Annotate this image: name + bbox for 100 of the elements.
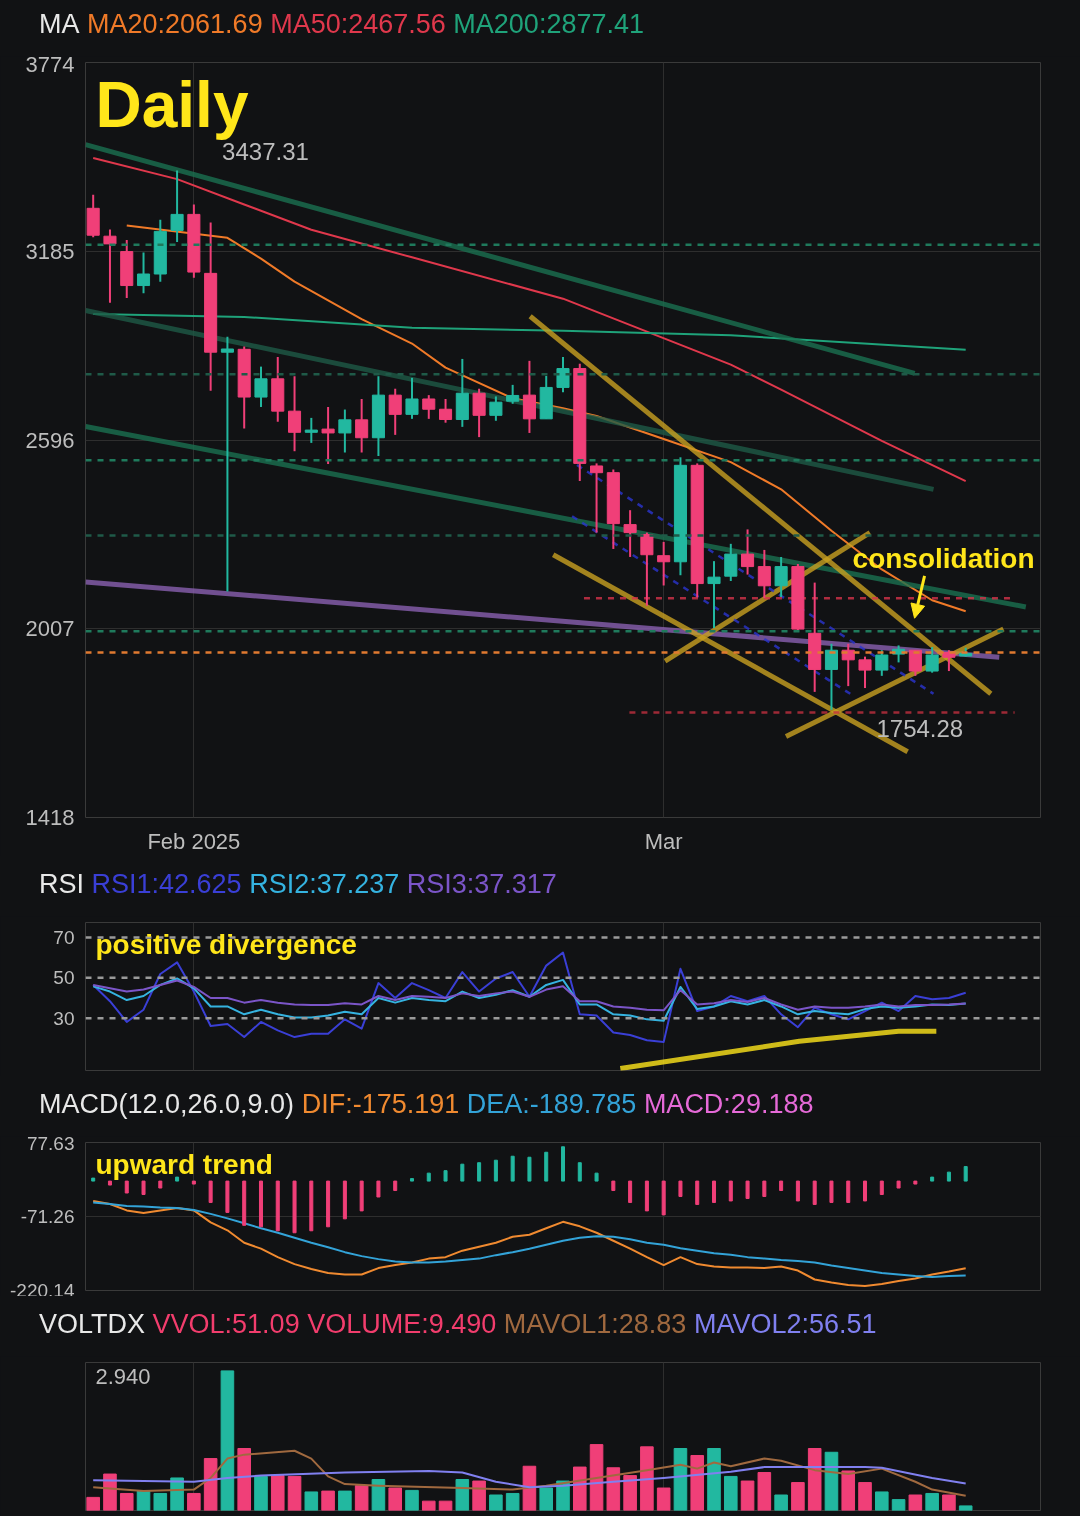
bar bbox=[309, 1180, 314, 1232]
bar bbox=[695, 1180, 700, 1205]
candlestick bbox=[288, 375, 302, 453]
annotation: 2.940 bbox=[95, 1363, 151, 1389]
bar bbox=[942, 1494, 956, 1511]
bar bbox=[594, 1172, 599, 1182]
bar bbox=[640, 1446, 654, 1511]
bar bbox=[371, 1479, 386, 1511]
bar bbox=[489, 1494, 503, 1511]
bar bbox=[405, 1489, 419, 1511]
bar bbox=[220, 1370, 235, 1511]
candlestick bbox=[824, 642, 838, 711]
text: DEA:-189.785 bbox=[466, 1089, 637, 1119]
candlestick bbox=[925, 646, 939, 674]
bar bbox=[644, 1180, 649, 1212]
bar bbox=[846, 1180, 851, 1203]
bar bbox=[208, 1180, 213, 1203]
bar bbox=[409, 1178, 414, 1182]
text: MA20:2061.69 bbox=[87, 9, 263, 39]
candlestick bbox=[103, 228, 117, 304]
candlestick bbox=[472, 387, 486, 439]
candlestick bbox=[338, 408, 352, 454]
candlestick bbox=[623, 509, 637, 558]
bar bbox=[812, 1180, 817, 1205]
bar bbox=[707, 1448, 721, 1511]
bar bbox=[896, 1180, 901, 1189]
bar bbox=[779, 1180, 784, 1192]
y-tick-label: 30 bbox=[53, 1007, 75, 1029]
bar bbox=[191, 1180, 196, 1185]
bar bbox=[107, 1180, 112, 1186]
candlestick bbox=[439, 397, 453, 424]
x-tick-label: Mar bbox=[644, 828, 683, 854]
annotation: Daily bbox=[95, 68, 249, 141]
bar bbox=[460, 1163, 465, 1182]
bar bbox=[421, 1500, 436, 1511]
candlestick bbox=[724, 542, 738, 582]
candlestick bbox=[489, 395, 503, 422]
bar bbox=[119, 1492, 134, 1511]
candlestick bbox=[657, 540, 671, 587]
chart-title: RSI bbox=[39, 869, 85, 899]
annotation: positive divergence bbox=[95, 928, 357, 960]
bar bbox=[258, 1180, 263, 1228]
candlestick bbox=[321, 405, 335, 466]
x-tick-label: Feb 2025 bbox=[147, 828, 241, 854]
bar bbox=[925, 1492, 939, 1511]
bar bbox=[354, 1485, 369, 1511]
annotation: 1754.28 bbox=[876, 714, 964, 742]
y-tick-label: 1418 bbox=[25, 805, 75, 830]
candlestick bbox=[522, 359, 536, 434]
bar bbox=[858, 1482, 872, 1511]
bar bbox=[493, 1159, 498, 1182]
candlestick bbox=[355, 397, 369, 454]
text: RSI1:42.625 bbox=[91, 869, 242, 899]
text: MA200:2877.41 bbox=[453, 9, 644, 39]
text: MAVOL2:56.51 bbox=[693, 1309, 877, 1339]
bar bbox=[539, 1487, 554, 1511]
candlestick bbox=[556, 356, 570, 394]
bar bbox=[762, 1180, 767, 1197]
candlestick bbox=[774, 555, 788, 599]
bar bbox=[388, 1487, 402, 1511]
y-tick-label: 70 bbox=[53, 927, 75, 949]
bar bbox=[187, 1492, 201, 1511]
bar bbox=[656, 1487, 671, 1511]
text: DIF:-175.191 bbox=[301, 1089, 460, 1119]
candlestick bbox=[707, 560, 721, 630]
text: MA50:2467.56 bbox=[270, 9, 446, 39]
bar bbox=[795, 1180, 800, 1202]
bar bbox=[589, 1444, 604, 1511]
candlestick bbox=[304, 416, 318, 444]
bar bbox=[577, 1162, 582, 1182]
bar bbox=[321, 1490, 335, 1511]
bar bbox=[124, 1180, 129, 1194]
bar bbox=[891, 1499, 906, 1511]
candlestick bbox=[640, 531, 654, 607]
candlestick bbox=[254, 365, 268, 408]
candlestick bbox=[220, 335, 234, 593]
y-tick-label: 50 bbox=[53, 967, 75, 989]
bar bbox=[203, 1458, 218, 1511]
bar bbox=[712, 1180, 717, 1203]
bar bbox=[875, 1491, 889, 1511]
bar bbox=[572, 1466, 587, 1511]
candlestick bbox=[590, 462, 604, 534]
bar bbox=[745, 1180, 750, 1199]
bar bbox=[426, 1172, 431, 1182]
bar bbox=[153, 1492, 168, 1511]
bar bbox=[472, 1480, 486, 1511]
bar bbox=[690, 1454, 705, 1511]
candlestick bbox=[741, 528, 755, 576]
bar bbox=[175, 1176, 180, 1182]
y-tick-label: -71.26 bbox=[20, 1206, 75, 1227]
bar bbox=[661, 1180, 666, 1216]
bar bbox=[342, 1180, 347, 1220]
bar bbox=[913, 1180, 918, 1185]
y-tick-label: 77.63 bbox=[26, 1132, 75, 1154]
bar bbox=[963, 1166, 968, 1182]
bar bbox=[225, 1180, 230, 1213]
text: RSI2:37.237 bbox=[249, 869, 400, 899]
y-tick-label: 3774 bbox=[25, 51, 75, 77]
bar bbox=[376, 1180, 381, 1198]
candlestick bbox=[422, 394, 436, 420]
